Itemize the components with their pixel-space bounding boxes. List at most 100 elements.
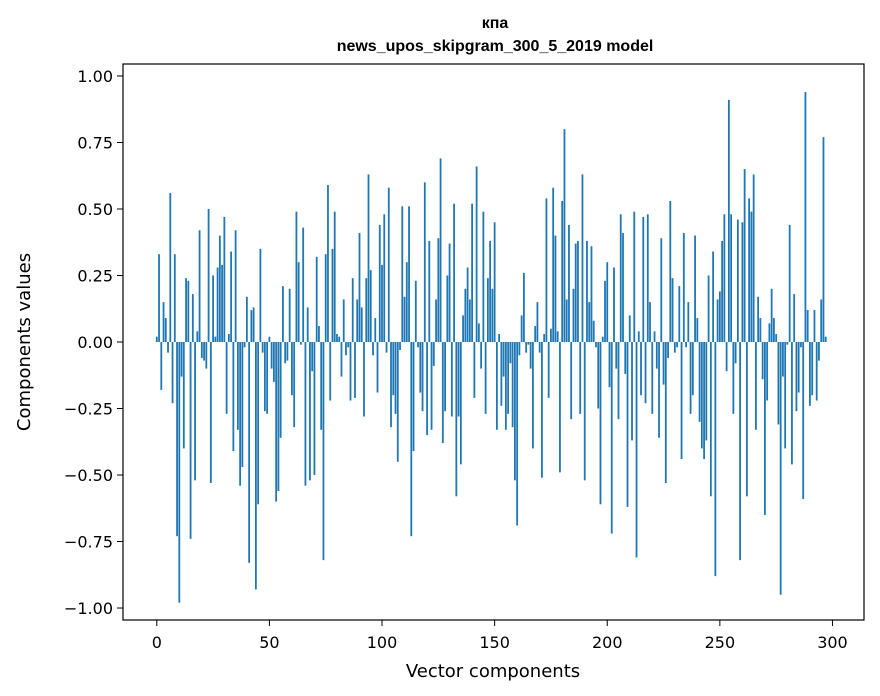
x-axis-label: Vector components [406, 661, 580, 682]
bar [227, 334, 230, 342]
bar [509, 342, 512, 364]
bar [779, 342, 782, 595]
bar [518, 342, 521, 356]
bar [631, 342, 633, 441]
bar [527, 342, 530, 345]
bar [360, 307, 363, 342]
bar [811, 342, 814, 396]
bar [374, 318, 377, 342]
bar [495, 342, 498, 430]
bar [507, 342, 510, 414]
bar [376, 342, 379, 393]
bar [734, 342, 737, 364]
bar [383, 214, 386, 342]
bar [637, 331, 640, 342]
bar [293, 342, 296, 428]
x-tick-label: 300 [817, 633, 848, 652]
bar [815, 342, 818, 401]
bar [536, 302, 539, 342]
bar [435, 299, 437, 342]
bar [615, 342, 618, 369]
bar [182, 342, 185, 449]
bar [622, 232, 624, 342]
bar [626, 342, 629, 507]
bar [164, 318, 167, 342]
bar [216, 267, 219, 342]
bar [394, 342, 397, 414]
bar [547, 342, 550, 398]
bar [680, 342, 683, 460]
bar [788, 224, 791, 342]
bar [782, 342, 784, 377]
bar [619, 214, 622, 342]
bar [306, 307, 309, 342]
bar [315, 256, 318, 342]
bar [268, 336, 271, 342]
bar [590, 246, 593, 342]
bar [745, 342, 748, 497]
bar [534, 326, 537, 342]
bar [532, 342, 534, 449]
bar [554, 235, 557, 342]
bar [741, 222, 744, 342]
bar [412, 342, 415, 452]
bar [617, 342, 620, 420]
bar [399, 342, 401, 350]
bar [291, 342, 293, 396]
bar [381, 264, 383, 342]
bar [610, 342, 613, 534]
bar [176, 342, 178, 537]
bar [662, 342, 665, 385]
bar [196, 331, 199, 342]
bar [802, 342, 805, 499]
bar [421, 342, 424, 412]
bar [595, 342, 597, 348]
bar [396, 342, 399, 462]
bar [214, 336, 217, 342]
bar [809, 342, 811, 406]
bar [160, 342, 163, 390]
bar [824, 336, 827, 342]
bar [606, 262, 609, 342]
x-tick-label: 200 [592, 633, 623, 652]
bar [302, 227, 305, 342]
bar [723, 214, 726, 342]
bar [732, 342, 735, 414]
bar [466, 267, 469, 342]
bar [207, 208, 210, 342]
bar [588, 302, 591, 342]
bar [444, 342, 446, 412]
bar [543, 334, 546, 342]
bar [329, 342, 332, 401]
bar [439, 158, 442, 342]
bar [189, 342, 192, 539]
bar [354, 342, 356, 398]
bar [592, 320, 595, 342]
bar [408, 206, 410, 342]
bar [462, 315, 464, 342]
bar [459, 342, 462, 465]
bar [714, 342, 717, 577]
bar [703, 342, 705, 460]
bar [230, 251, 233, 342]
bar [365, 278, 368, 342]
bar [754, 342, 757, 430]
bar [254, 342, 257, 590]
bar [155, 336, 158, 342]
bar [583, 342, 586, 481]
bars-group [155, 91, 827, 603]
bar [730, 214, 733, 342]
axes-group: 0 50 100 150 200 250 300 −1.00 −0.75 −0.50 −0.25 0.… [64, 67, 848, 652]
bar [748, 198, 751, 342]
bar [205, 342, 208, 369]
bar [705, 342, 708, 441]
bar [604, 280, 606, 342]
bar [275, 342, 278, 502]
x-tick-label: 100 [367, 633, 398, 652]
y-tick-label: −0.25 [64, 400, 113, 419]
bar [768, 323, 771, 342]
bar [725, 342, 728, 372]
bar [221, 264, 223, 342]
bar [822, 137, 825, 342]
bar [250, 310, 253, 342]
